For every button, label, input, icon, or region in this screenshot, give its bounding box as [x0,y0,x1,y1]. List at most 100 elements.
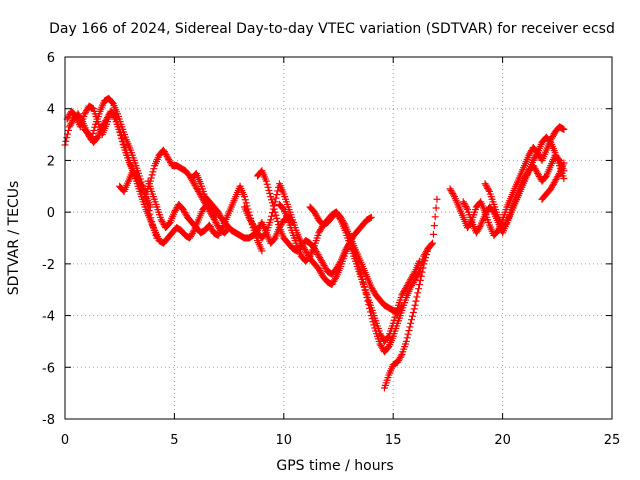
data-point [419,264,427,272]
data-point [273,191,281,199]
data-point [148,171,156,179]
data-point [420,260,428,268]
x-tick-label: 5 [170,433,178,448]
series-arc-15 [481,151,568,232]
data-point [366,308,374,316]
y-tick-label: 0 [47,206,55,221]
data-point [150,165,158,173]
y-tick-label: -8 [42,413,55,428]
data-point [272,194,280,202]
data-point [261,230,269,238]
data-point [397,352,405,360]
data-point [408,312,416,320]
data-point [560,125,568,133]
data-point [560,159,568,167]
data-point [476,223,484,231]
data-point [263,180,271,188]
y-tick-label: -4 [42,310,55,325]
data-point [414,289,422,297]
data-point [90,126,98,134]
y-tick-label: -2 [42,258,55,273]
data-point [62,137,70,145]
x-tick-label: 20 [494,433,511,448]
data-point [422,251,430,259]
data-point [404,330,412,338]
series-arc-16 [538,159,568,203]
data-point [408,316,416,324]
data-point [355,263,363,271]
data-point [415,285,423,293]
data-point [423,247,431,255]
series-arc-13 [446,123,568,239]
grid [65,57,612,419]
data-point [354,260,362,268]
y-tick-label: 4 [47,103,55,118]
data-point [392,310,400,318]
data-point [371,324,379,332]
data-point [270,205,278,213]
data-point [364,297,372,305]
data-point [274,217,282,225]
data-point [356,266,364,274]
data-point [412,297,420,305]
data-point [267,216,275,224]
data-point [410,305,418,313]
data-point [361,286,369,294]
data-point [411,301,419,309]
data-point [359,279,367,287]
x-tick-label: 15 [385,433,402,448]
data-point [413,293,421,301]
data-point [118,135,126,143]
data-point [357,269,365,277]
data-points [61,94,568,392]
data-point [331,274,339,282]
data-point [147,174,155,182]
data-point [367,312,375,320]
data-point [418,268,426,276]
data-point [407,319,415,327]
data-point [273,214,281,222]
x-tick-label: 25 [604,433,621,448]
data-point [268,196,276,204]
data-point [417,272,425,280]
series-arc-12 [380,195,441,392]
data-point [430,222,438,230]
data-point [433,195,441,203]
plot-frame [64,56,613,420]
data-point [336,259,344,267]
data-point [267,193,275,201]
data-point [218,225,226,233]
data-point [402,337,410,345]
data-point [110,111,118,119]
data-point [416,276,424,284]
data-point [406,323,414,331]
y-axis-ticks: -8 -6 -4 -2 0 2 4 6 [42,51,612,428]
data-point [265,186,273,194]
data-point [272,211,280,219]
data-point [431,213,439,221]
data-point [384,333,392,341]
data-point [368,315,376,323]
x-tick-label: 10 [276,433,293,448]
data-point [241,196,249,204]
data-point [189,228,197,236]
data-point [429,230,437,238]
data-point [117,129,125,137]
data-point [502,220,510,228]
data-point [266,190,274,198]
data-point [258,247,266,255]
data-point [275,221,283,229]
data-point [391,313,399,321]
data-point [415,281,423,289]
data-point [421,257,429,265]
data-point [362,290,370,298]
data-point [117,132,125,140]
data-point [429,239,437,247]
data-point [268,199,276,207]
y-tick-label: 2 [47,154,55,169]
data-point [555,171,563,179]
data-point [242,199,250,207]
data-point [264,183,272,191]
data-point [485,186,493,194]
